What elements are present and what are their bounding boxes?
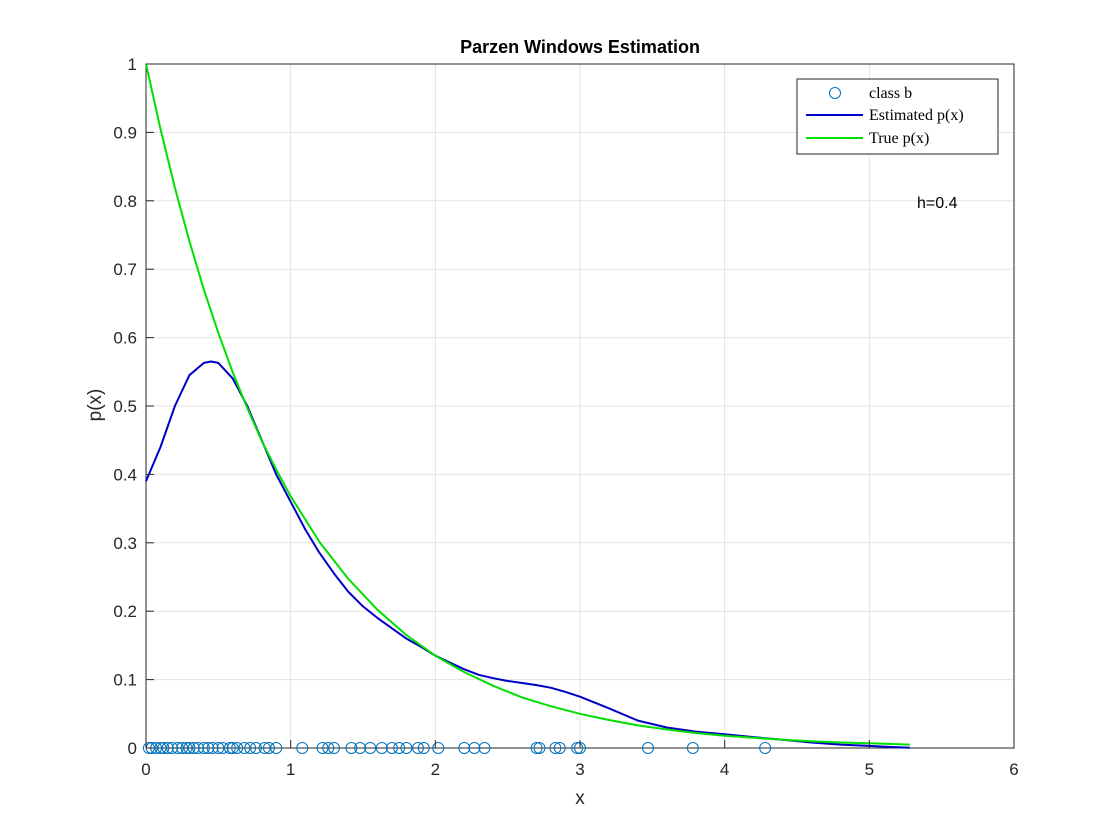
data-point — [231, 742, 244, 754]
data-point — [223, 742, 236, 754]
x-tick-label: 2 — [431, 760, 440, 779]
data-point — [142, 742, 155, 754]
legend-label-class-b: class b — [869, 85, 912, 102]
x-axis-label: x — [575, 788, 585, 809]
data-point — [530, 742, 543, 754]
legend-label-true: True p(x) — [869, 130, 929, 147]
y-tick-label: 0.2 — [113, 602, 137, 621]
data-point — [316, 742, 329, 754]
data-point — [226, 742, 239, 754]
data-point — [166, 742, 179, 754]
data-point — [183, 742, 196, 754]
data-point — [533, 742, 546, 754]
data-point — [171, 742, 184, 754]
data-point — [216, 742, 229, 754]
data-point — [411, 742, 424, 754]
data-point — [322, 742, 335, 754]
bandwidth-annotation: h=0.4 — [917, 195, 958, 212]
legend-marker-class-b — [829, 87, 841, 99]
data-point — [549, 742, 562, 754]
data-point — [270, 742, 283, 754]
data-point — [385, 742, 398, 754]
y-tick-label: 0.3 — [113, 534, 137, 553]
data-point — [686, 742, 699, 754]
data-point — [468, 742, 481, 754]
x-tick-label: 4 — [720, 760, 729, 779]
y-tick-label: 0.7 — [113, 260, 137, 279]
data-point — [364, 742, 377, 754]
data-point — [328, 742, 341, 754]
y-axis-label: p(x) — [85, 389, 106, 422]
y-tick-label: 0 — [128, 739, 137, 758]
data-point — [176, 742, 189, 754]
data-point — [354, 742, 367, 754]
y-tick-label: 0.4 — [113, 465, 137, 484]
chart-title: Parzen Windows Estimation — [460, 37, 700, 57]
data-point — [192, 742, 205, 754]
x-tick-label: 6 — [1009, 760, 1018, 779]
series-layer — [142, 63, 910, 754]
data-point — [345, 742, 358, 754]
data-point — [458, 742, 471, 754]
data-point — [238, 742, 251, 754]
legend: class b Estimated p(x) True p(x) — [796, 78, 999, 155]
data-point — [161, 742, 174, 754]
data-point — [553, 742, 566, 754]
data-point — [432, 742, 445, 754]
ticks: 0 1 2 3 4 5 6 0 0.1 0.2 0.3 0.4 0.5 0.6 0.7 0.8 0.9 1 — [113, 55, 1018, 779]
data-point — [197, 742, 210, 754]
data-point — [244, 742, 257, 754]
data-point — [393, 742, 406, 754]
data-point — [249, 742, 262, 754]
data-point — [571, 742, 584, 754]
data-point — [641, 742, 654, 754]
data-point — [296, 742, 309, 754]
y-tick-label: 0.8 — [113, 192, 137, 211]
data-point — [157, 742, 170, 754]
data-point — [180, 742, 193, 754]
data-point — [212, 742, 225, 754]
data-point — [206, 742, 219, 754]
y-tick-label: 0.5 — [113, 397, 137, 416]
x-tick-label: 3 — [575, 760, 584, 779]
x-tick-label: 5 — [865, 760, 874, 779]
data-point — [417, 742, 430, 754]
data-point — [258, 742, 271, 754]
x-tick-label: 0 — [141, 760, 150, 779]
y-tick-label: 0.9 — [113, 123, 137, 142]
data-point — [375, 742, 388, 754]
x-tick-label: 1 — [286, 760, 295, 779]
data-point — [154, 742, 167, 754]
y-tick-label: 1 — [128, 55, 137, 74]
legend-label-estimated: Estimated p(x) — [869, 107, 964, 124]
series-line-2 — [145, 63, 910, 746]
data-point — [202, 742, 215, 754]
y-tick-label: 0.1 — [113, 671, 137, 690]
data-point — [478, 742, 491, 754]
data-point — [759, 742, 772, 754]
legend-box — [796, 78, 999, 155]
y-tick-label: 0.6 — [113, 329, 137, 348]
data-point — [400, 742, 413, 754]
data-point — [262, 742, 275, 754]
data-point — [187, 742, 200, 754]
